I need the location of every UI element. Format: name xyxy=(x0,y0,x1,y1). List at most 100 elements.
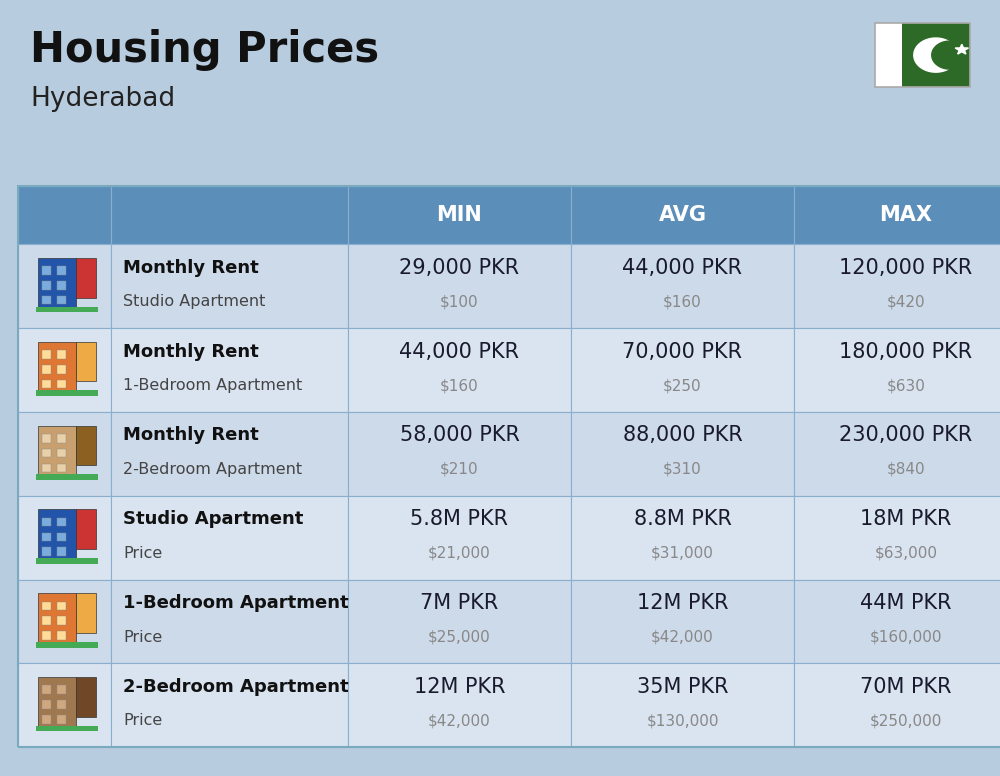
FancyBboxPatch shape xyxy=(57,266,66,275)
Text: 7M PKR: 7M PKR xyxy=(420,593,499,613)
FancyBboxPatch shape xyxy=(42,547,51,556)
FancyBboxPatch shape xyxy=(348,328,571,412)
Text: MIN: MIN xyxy=(437,206,482,225)
FancyBboxPatch shape xyxy=(57,547,66,556)
FancyBboxPatch shape xyxy=(76,593,96,633)
FancyBboxPatch shape xyxy=(42,631,51,639)
Text: 2-Bedroom Apartment: 2-Bedroom Apartment xyxy=(123,677,349,696)
Text: 70,000 PKR: 70,000 PKR xyxy=(622,341,742,362)
FancyBboxPatch shape xyxy=(38,593,76,646)
FancyBboxPatch shape xyxy=(57,700,66,708)
Text: Studio Apartment: Studio Apartment xyxy=(123,510,303,528)
FancyBboxPatch shape xyxy=(348,663,571,747)
FancyBboxPatch shape xyxy=(57,601,66,610)
Text: MAX: MAX xyxy=(880,206,932,225)
FancyBboxPatch shape xyxy=(18,412,111,496)
FancyBboxPatch shape xyxy=(42,266,51,275)
FancyBboxPatch shape xyxy=(42,616,51,625)
FancyBboxPatch shape xyxy=(571,580,794,663)
Text: 44M PKR: 44M PKR xyxy=(860,593,952,613)
FancyBboxPatch shape xyxy=(76,509,96,549)
FancyBboxPatch shape xyxy=(348,412,571,496)
FancyBboxPatch shape xyxy=(38,341,76,394)
FancyBboxPatch shape xyxy=(111,328,348,412)
FancyBboxPatch shape xyxy=(42,715,51,723)
FancyBboxPatch shape xyxy=(36,474,98,480)
FancyBboxPatch shape xyxy=(794,496,1000,580)
FancyBboxPatch shape xyxy=(42,518,51,526)
Text: Monthly Rent: Monthly Rent xyxy=(123,258,259,277)
Text: $420: $420 xyxy=(887,294,925,310)
FancyBboxPatch shape xyxy=(875,23,902,87)
FancyBboxPatch shape xyxy=(42,379,51,388)
Text: $250,000: $250,000 xyxy=(870,713,942,729)
Text: $250: $250 xyxy=(663,378,702,393)
Text: $630: $630 xyxy=(887,378,925,393)
Text: 2-Bedroom Apartment: 2-Bedroom Apartment xyxy=(123,462,302,477)
Text: $63,000: $63,000 xyxy=(874,546,937,561)
FancyBboxPatch shape xyxy=(76,258,96,298)
Text: 70M PKR: 70M PKR xyxy=(860,677,952,697)
Text: 180,000 PKR: 180,000 PKR xyxy=(839,341,973,362)
FancyBboxPatch shape xyxy=(76,341,96,382)
FancyBboxPatch shape xyxy=(38,258,76,310)
FancyBboxPatch shape xyxy=(36,307,98,312)
FancyBboxPatch shape xyxy=(348,580,571,663)
Text: 1-Bedroom Apartment: 1-Bedroom Apartment xyxy=(123,594,349,612)
Text: $31,000: $31,000 xyxy=(651,546,714,561)
FancyBboxPatch shape xyxy=(42,296,51,304)
Text: 35M PKR: 35M PKR xyxy=(637,677,728,697)
Text: $160: $160 xyxy=(663,294,702,310)
Text: Price: Price xyxy=(123,629,162,645)
FancyBboxPatch shape xyxy=(42,601,51,610)
FancyBboxPatch shape xyxy=(42,365,51,373)
FancyBboxPatch shape xyxy=(42,350,51,359)
Text: Housing Prices: Housing Prices xyxy=(30,29,379,71)
Text: 44,000 PKR: 44,000 PKR xyxy=(399,341,520,362)
Text: $160,000: $160,000 xyxy=(870,629,942,645)
FancyBboxPatch shape xyxy=(111,244,348,328)
Text: 29,000 PKR: 29,000 PKR xyxy=(399,258,520,278)
Text: Monthly Rent: Monthly Rent xyxy=(123,426,259,445)
FancyBboxPatch shape xyxy=(571,186,794,244)
Text: $21,000: $21,000 xyxy=(428,546,491,561)
Text: 44,000 PKR: 44,000 PKR xyxy=(622,258,742,278)
Text: Price: Price xyxy=(123,546,162,561)
FancyBboxPatch shape xyxy=(76,677,96,717)
FancyBboxPatch shape xyxy=(36,642,98,647)
FancyBboxPatch shape xyxy=(38,509,76,562)
FancyBboxPatch shape xyxy=(42,463,51,472)
FancyBboxPatch shape xyxy=(18,663,111,747)
Text: $42,000: $42,000 xyxy=(428,713,491,729)
FancyBboxPatch shape xyxy=(57,685,66,694)
Text: 120,000 PKR: 120,000 PKR xyxy=(839,258,973,278)
FancyBboxPatch shape xyxy=(42,281,51,289)
FancyBboxPatch shape xyxy=(57,463,66,472)
FancyBboxPatch shape xyxy=(571,663,794,747)
FancyBboxPatch shape xyxy=(111,412,348,496)
Text: 8.8M PKR: 8.8M PKR xyxy=(634,509,731,529)
Text: $130,000: $130,000 xyxy=(646,713,719,729)
Text: Monthly Rent: Monthly Rent xyxy=(123,342,259,361)
Polygon shape xyxy=(932,41,968,69)
FancyBboxPatch shape xyxy=(57,631,66,639)
FancyBboxPatch shape xyxy=(38,677,76,729)
Text: 1-Bedroom Apartment: 1-Bedroom Apartment xyxy=(123,378,302,393)
FancyBboxPatch shape xyxy=(38,425,76,478)
FancyBboxPatch shape xyxy=(902,23,970,87)
FancyBboxPatch shape xyxy=(348,186,571,244)
FancyBboxPatch shape xyxy=(571,244,794,328)
FancyBboxPatch shape xyxy=(571,328,794,412)
FancyBboxPatch shape xyxy=(571,412,794,496)
FancyBboxPatch shape xyxy=(36,390,98,396)
FancyBboxPatch shape xyxy=(57,379,66,388)
FancyBboxPatch shape xyxy=(18,496,111,580)
Text: $310: $310 xyxy=(663,462,702,477)
Text: 18M PKR: 18M PKR xyxy=(860,509,952,529)
Text: 12M PKR: 12M PKR xyxy=(414,677,505,697)
Text: $160: $160 xyxy=(440,378,479,393)
FancyBboxPatch shape xyxy=(794,663,1000,747)
FancyBboxPatch shape xyxy=(42,449,51,457)
Text: 5.8M PKR: 5.8M PKR xyxy=(410,509,508,529)
Text: Price: Price xyxy=(123,713,162,729)
